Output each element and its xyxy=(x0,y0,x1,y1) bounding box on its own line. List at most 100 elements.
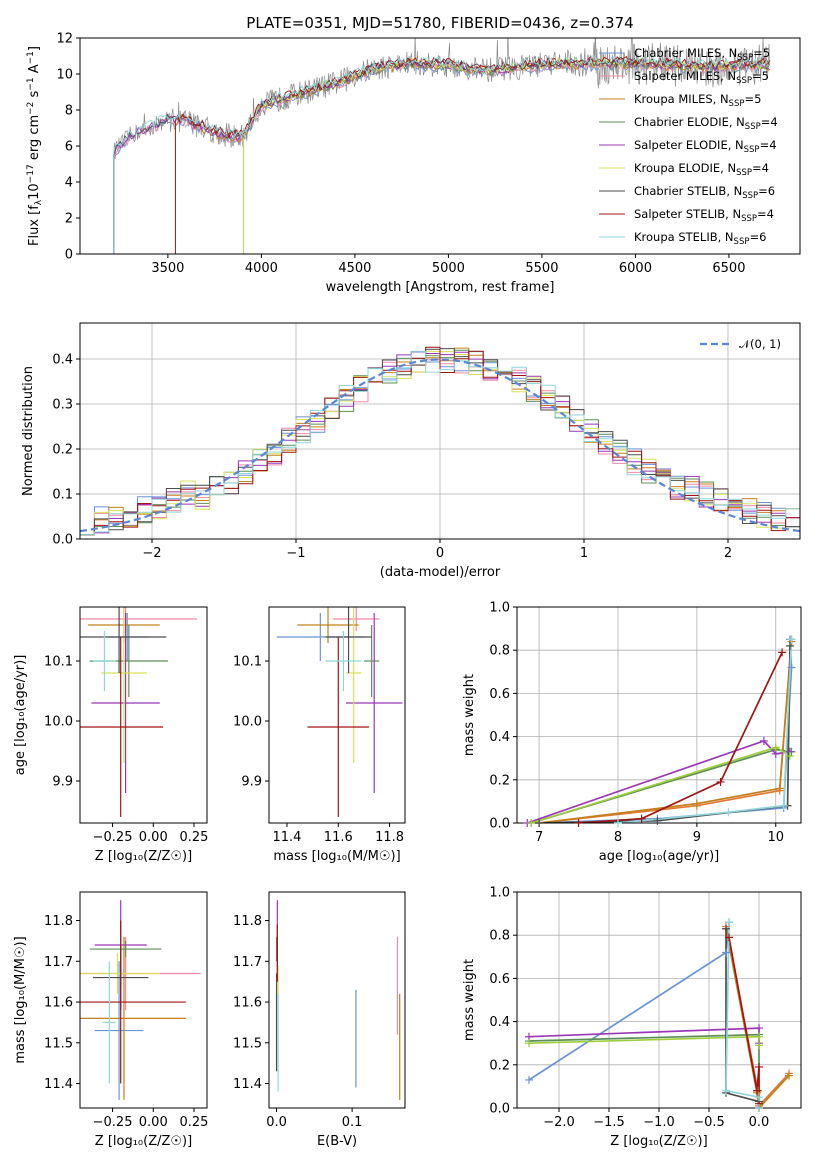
mass-weight-marker xyxy=(722,948,730,957)
age-mass-plot xyxy=(276,607,403,817)
x-axis-label: Z [log₁₀(Z/Z☉)] xyxy=(95,1134,192,1149)
mass-Z-axes: −0.25 0.00 0.25 11.4 11.5 11.6 11.7 11.8 Z [log₁… xyxy=(13,891,208,1149)
age-mass-axes: 11.4 11.6 11.8 9.9 10.0 10.1 mass [log₁₀(M/M☉)… xyxy=(233,606,406,864)
legend-entry: Chabrier ELODIE, NSSP=4 xyxy=(634,115,778,132)
mass-weight-marker xyxy=(785,641,794,650)
y-axis-label-part: ] xyxy=(27,46,42,51)
legend-entry: Chabrier MILES, NSSP=5 xyxy=(634,46,770,63)
y-axis-label: mass weight xyxy=(462,959,477,1041)
y-tick-label: 11.4 xyxy=(233,1077,262,1092)
mass-weight-marker xyxy=(755,1032,763,1041)
spectrum-model-line xyxy=(243,58,770,254)
x-tick-label: 11.8 xyxy=(375,830,404,845)
x-tick-label: −0.5 xyxy=(693,1115,725,1130)
y-axis-label-part: −1 xyxy=(26,51,36,64)
y-tick-label: 2 xyxy=(65,212,73,227)
x-tick-label: 1 xyxy=(580,546,588,561)
y-tick-label: 0 xyxy=(65,248,73,263)
mass-weight-marker xyxy=(755,1093,763,1102)
legend-entry-tail: =6 xyxy=(749,230,766,244)
spectrum-model-line xyxy=(113,60,770,254)
mass-weight-line xyxy=(530,748,792,823)
y-tick-label: 11.8 xyxy=(44,914,73,929)
x-tick-label: 0 xyxy=(436,546,444,561)
y-tick-label: 11.7 xyxy=(233,955,262,970)
legend-entry-sub: SSP xyxy=(742,191,758,201)
spectrum-axes: 3500 4000 4500 5000 5500 6000 6500 0 2 4 6 8 10 12 wav… xyxy=(26,32,801,295)
residual-histogram xyxy=(80,346,800,536)
legend-entry-sub: SSP xyxy=(736,168,752,178)
mass-weight-marker xyxy=(613,819,622,827)
y-tick-label: 0.3 xyxy=(52,398,73,413)
y-tick-label: 0.6 xyxy=(489,972,510,987)
mass-weight-marker xyxy=(725,918,733,927)
mass-ebv-axes: 0.0 0.1 11.4 11.5 11.6 11.7 11.8 E(B-V) xyxy=(233,891,406,1149)
y-tick-label: 1.0 xyxy=(489,601,510,616)
y-tick-label: 0.4 xyxy=(489,1015,510,1030)
legend-entry-tail: =5 xyxy=(753,46,770,60)
spectrum-model-line xyxy=(113,58,770,254)
legend-entry: Kroupa STELIB, NSSP=6 xyxy=(634,230,766,247)
y-tick-label: 0.4 xyxy=(489,730,510,745)
y-axis-label: age [log₁₀(age/yr)] xyxy=(13,655,28,776)
mass-weight-marker xyxy=(755,1024,763,1033)
legend-entry-normal: 𝒩(0, 1) xyxy=(739,337,781,351)
legend-entry: Salpeter ELODIE, NSSP=4 xyxy=(634,138,777,155)
y-axis-label-part: 10 xyxy=(27,183,42,200)
x-tick-label: 11.4 xyxy=(272,830,301,845)
y-tick-label: 9.9 xyxy=(241,775,262,790)
residual-histogram xyxy=(80,350,800,536)
x-tick-label: 5000 xyxy=(432,261,465,276)
y-tick-label: 0.0 xyxy=(52,533,73,548)
spectrum-model-line xyxy=(113,55,770,254)
mass-weight-marker xyxy=(722,1086,730,1095)
y-tick-label: 11.5 xyxy=(233,1036,262,1051)
x-tick-label: 8 xyxy=(614,830,622,845)
mass-weight-line xyxy=(578,652,783,823)
y-tick-label: 0.0 xyxy=(489,1102,510,1117)
y-tick-label: 0.2 xyxy=(52,443,73,458)
x-tick-label: 10 xyxy=(767,830,784,845)
mass-weight-line xyxy=(728,937,760,1104)
y-tick-label: 8 xyxy=(65,104,73,119)
legend-entry-label: Chabrier STELIB, N xyxy=(634,184,742,198)
spectrum-model-line xyxy=(113,59,770,254)
y-tick-label: 1.0 xyxy=(489,886,510,901)
legend-entry-label: Chabrier ELODIE, N xyxy=(634,115,745,129)
y-axis-label-part: λ xyxy=(34,199,44,205)
residuals-plot xyxy=(80,346,800,536)
legend-entry: Chabrier STELIB, NSSP=6 xyxy=(634,184,775,201)
age-Z-frame xyxy=(79,606,208,824)
y-axis-label-part: −17 xyxy=(26,164,36,183)
x-tick-label: 0.00 xyxy=(139,1115,168,1130)
x-tick-label: 0.25 xyxy=(179,830,208,845)
x-axis-label: (data-model)/error xyxy=(380,565,501,580)
legend-entry-label: Chabrier MILES, N xyxy=(634,46,737,60)
mass-weight-marker xyxy=(525,1039,533,1048)
legend-entry: Kroupa ELODIE, NSSP=4 xyxy=(634,161,769,178)
mass-weight-marker xyxy=(779,801,788,810)
mass-weight-marker xyxy=(692,799,701,808)
mass-weight-marker xyxy=(535,819,544,827)
x-axis-label: mass [log₁₀(M/M☉)] xyxy=(273,849,400,864)
legend-entry: Salpeter STELIB, NSSP=4 xyxy=(634,207,774,224)
x-axis-label: wavelength [Angstrom, rest frame] xyxy=(326,280,555,295)
y-tick-label: 0.2 xyxy=(489,773,510,788)
y-axis-label: mass weight xyxy=(462,674,477,756)
x-tick-label: 0.0 xyxy=(749,1115,770,1130)
mass-weight-marker xyxy=(771,743,780,752)
y-axis-label: mass [log₁₀(M/M☉)] xyxy=(13,936,28,1063)
mass-weight-marker xyxy=(653,816,662,825)
x-tick-label: 4500 xyxy=(338,261,371,276)
mass-weight-marker xyxy=(637,814,646,823)
y-tick-label: 11.6 xyxy=(233,996,262,1011)
legend-entry-label: Kroupa STELIB, N xyxy=(634,230,734,244)
y-axis-label-part: erg cm xyxy=(27,115,42,164)
legend-entry-tail: =5 xyxy=(752,69,769,83)
y-tick-label: 10.1 xyxy=(44,655,73,670)
legend-entry: Salpeter MILES, NSSP=5 xyxy=(634,69,769,86)
x-tick-label: 6500 xyxy=(712,261,745,276)
mass-weight-marker xyxy=(755,1104,763,1112)
